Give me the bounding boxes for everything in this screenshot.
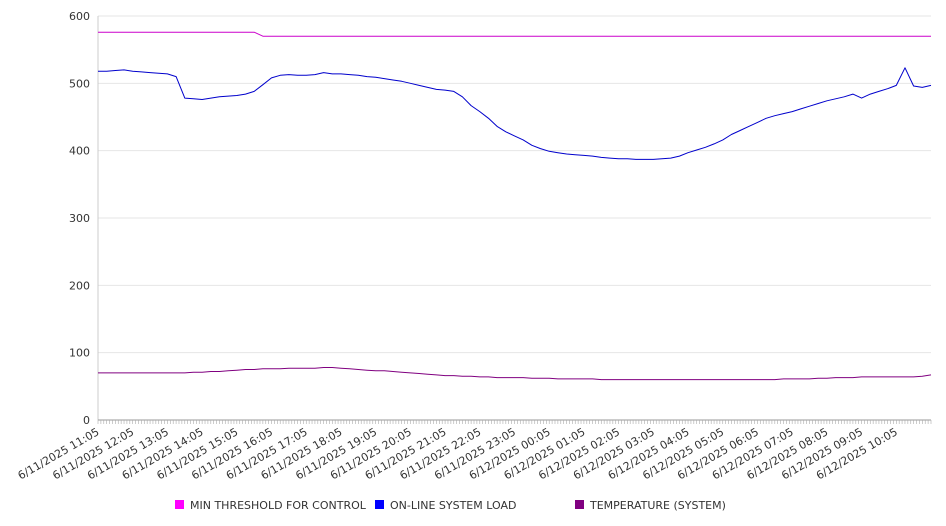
y-axis-ticks: 0 100 200 300 400 500 600 <box>69 10 90 427</box>
series-line-2 <box>98 67 932 160</box>
y-tick-label: 300 <box>69 212 90 225</box>
y-tick-label: 100 <box>69 347 90 360</box>
series-line-1 <box>98 31 931 37</box>
legend-item-1[interactable]: MIN THRESHOLD FOR CONTROL <box>175 499 367 512</box>
y-tick-label: 600 <box>69 10 90 23</box>
y-tick-label: 0 <box>83 414 90 427</box>
legend-label: TEMPERATURE (SYSTEM) <box>589 499 726 512</box>
y-tick-label: 500 <box>69 77 90 90</box>
legend-label: MIN THRESHOLD FOR CONTROL <box>190 499 367 512</box>
y-tick-label: 200 <box>69 279 90 292</box>
legend-swatch <box>175 500 184 509</box>
legend-item-2[interactable]: ON-LINE SYSTEM LOAD <box>375 499 516 512</box>
series-lines <box>98 31 932 381</box>
legend-item-3[interactable]: TEMPERATURE (SYSTEM) <box>575 499 726 512</box>
y-tick-label: 400 <box>69 145 90 158</box>
x-axis-ticks: 6/11/2025 11:056/11/2025 12:056/11/2025 … <box>16 425 900 482</box>
axes <box>97 16 932 424</box>
legend-swatch <box>375 500 384 509</box>
grid-lines <box>98 15 931 354</box>
legend-swatch <box>575 500 584 509</box>
legend: MIN THRESHOLD FOR CONTROL ON-LINE SYSTEM … <box>175 499 726 512</box>
series-line-3 <box>98 367 932 381</box>
legend-label: ON-LINE SYSTEM LOAD <box>390 499 516 512</box>
